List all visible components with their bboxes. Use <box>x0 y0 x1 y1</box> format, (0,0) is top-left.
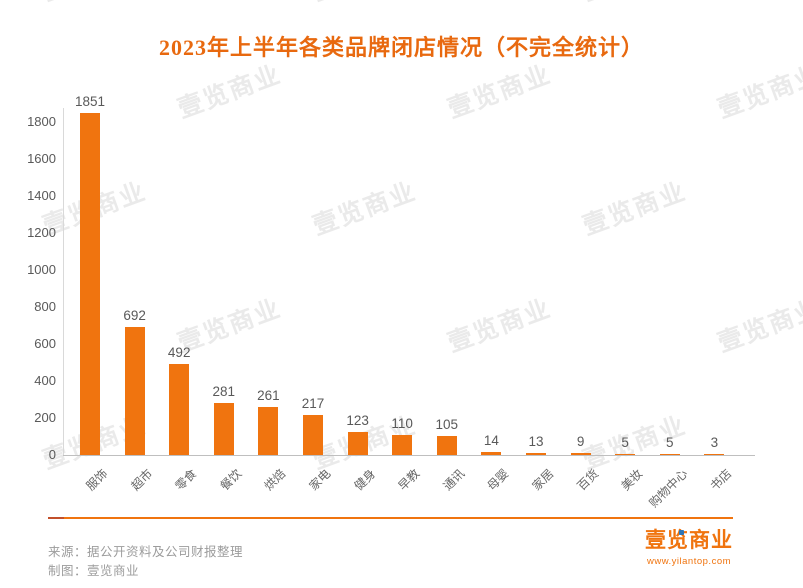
bar-家电 <box>303 415 323 455</box>
x-category-label: 早教 <box>395 466 423 494</box>
bar-母婴 <box>481 452 502 455</box>
chart-title: 2023年上半年各类品牌闭店情况（不完全统计） <box>158 35 644 60</box>
bar-通讯 <box>436 436 457 455</box>
bar-健身 <box>347 432 368 455</box>
bar-value-label: 281 <box>212 384 236 399</box>
y-tick-label: 1000 <box>27 262 56 277</box>
bar-value-label: 217 <box>301 396 325 411</box>
x-category-label: 家电 <box>306 466 334 494</box>
bar-value-label: 1851 <box>74 94 106 109</box>
y-tick-label: 800 <box>34 299 56 314</box>
x-category-label: 健身 <box>351 466 378 494</box>
bar-value-label: 110 <box>391 416 413 431</box>
x-category-label: 书店 <box>707 466 735 494</box>
bar-美妆 <box>615 454 636 455</box>
bar-value-label: 692 <box>123 308 146 323</box>
x-category-label: 美妆 <box>618 466 646 494</box>
bar-value-label: 5 <box>666 435 674 450</box>
divider-line <box>48 517 733 519</box>
divider-cap <box>48 517 64 519</box>
x-category-label: 服饰 <box>83 466 111 494</box>
brand-logo-text: 壹览商业 <box>645 529 733 552</box>
bar-value-label: 5 <box>621 435 629 450</box>
logo-accent-dot <box>679 530 684 535</box>
x-category-label: 餐饮 <box>217 466 245 494</box>
x-category-label: 零食 <box>172 466 200 494</box>
brand-logo-url: www.yilantop.com <box>646 556 732 567</box>
bar-value-label: 13 <box>528 434 544 449</box>
brand-logo: 壹览商业 www.yilantop.com <box>645 526 733 568</box>
y-tick-label: 1200 <box>27 225 56 240</box>
y-tick-label: 1600 <box>27 151 56 166</box>
y-tick-label: 400 <box>34 373 56 388</box>
x-axis-line <box>63 455 755 456</box>
bar-value-label: 492 <box>167 345 191 360</box>
x-category-label: 通讯 <box>440 466 468 494</box>
x-category-label: 母婴 <box>484 466 512 494</box>
y-axis-line <box>63 108 64 455</box>
bar-value-label: 123 <box>346 413 369 428</box>
y-tick-label: 1400 <box>27 188 56 203</box>
bar-家居 <box>526 453 546 455</box>
bar-value-label: 3 <box>710 435 719 450</box>
x-category-label: 超市 <box>128 466 155 494</box>
bar-value-label: 105 <box>435 417 459 432</box>
bar-早教 <box>392 435 413 455</box>
bar-value-label: 9 <box>576 434 585 449</box>
credit-note: 制图：壹览商业 <box>48 564 140 578</box>
bar-超市 <box>124 327 145 455</box>
bar-书店 <box>704 454 725 455</box>
x-category-label: 购物中心 <box>646 466 691 511</box>
bar-购物中心 <box>659 454 680 455</box>
bar-value-label: 261 <box>257 388 280 403</box>
bar-餐饮 <box>213 403 234 455</box>
x-category-label: 百货 <box>574 466 601 494</box>
bar-value-label: 14 <box>483 433 499 448</box>
bar-烘焙 <box>258 407 279 455</box>
y-tick-label: 0 <box>48 447 56 462</box>
x-category-label: 烘焙 <box>261 466 289 494</box>
source-note: 来源：据公开资料及公司财报整理 <box>48 545 244 559</box>
bar-零食 <box>169 364 190 455</box>
bar-服饰 <box>80 113 100 455</box>
y-tick-label: 600 <box>34 336 56 351</box>
x-category-label: 家居 <box>529 466 557 494</box>
y-tick-label: 200 <box>34 410 56 425</box>
bar-百货 <box>570 453 591 455</box>
y-tick-label: 1800 <box>27 114 56 129</box>
